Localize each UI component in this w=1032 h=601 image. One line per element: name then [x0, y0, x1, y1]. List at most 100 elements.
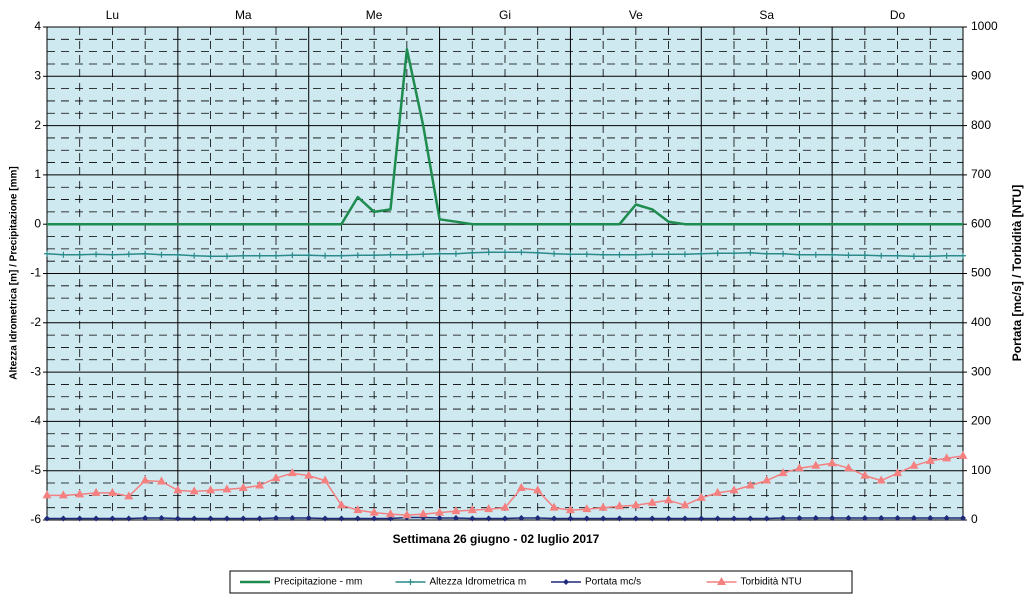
marker	[551, 250, 558, 257]
marker	[600, 515, 607, 522]
marker	[665, 251, 672, 258]
legend-label: Precipitazione - mm	[274, 577, 362, 588]
marker	[778, 468, 788, 477]
marker	[142, 250, 149, 257]
marker	[403, 251, 410, 258]
marker	[565, 505, 575, 514]
x-category-label: Do	[890, 8, 906, 22]
marker	[240, 252, 247, 259]
marker	[289, 252, 296, 259]
legend-label: Portata mc/s	[585, 577, 641, 588]
marker	[125, 251, 132, 258]
marker	[615, 501, 624, 510]
marker	[354, 252, 361, 259]
marker	[60, 515, 67, 522]
marker	[124, 491, 134, 500]
marker	[223, 253, 230, 260]
marker	[76, 251, 83, 258]
marker	[909, 460, 919, 469]
marker	[207, 253, 214, 260]
marker	[407, 579, 414, 585]
x-category-label: Ve	[629, 8, 643, 22]
marker	[534, 515, 541, 522]
marker	[320, 475, 330, 484]
marker	[485, 515, 492, 522]
marker	[435, 507, 445, 516]
marker	[829, 251, 836, 258]
marker	[322, 252, 329, 259]
marker	[796, 251, 803, 258]
x-axis-label: Settimana 26 giugno - 02 luglio 2017	[393, 532, 600, 546]
marker	[796, 515, 803, 522]
y-tick-label: -2	[30, 315, 41, 329]
marker	[943, 515, 950, 522]
marker	[549, 502, 559, 511]
y-tick-label: -4	[30, 414, 41, 428]
marker	[845, 252, 852, 259]
marker	[58, 490, 68, 499]
marker	[910, 515, 917, 522]
marker	[502, 249, 508, 256]
marker	[452, 515, 459, 522]
marker	[665, 515, 672, 522]
marker	[958, 450, 968, 459]
marker	[191, 252, 198, 259]
marker	[240, 515, 247, 522]
marker	[189, 486, 199, 495]
marker	[518, 249, 525, 256]
legend-label: Altezza Idrometrica m	[430, 577, 527, 588]
marker	[467, 505, 477, 514]
y-tick-label: -1	[30, 266, 41, 280]
marker	[255, 480, 265, 489]
marker	[763, 515, 770, 522]
marker	[353, 505, 363, 514]
marker	[893, 468, 903, 477]
marker	[484, 504, 494, 513]
marker	[287, 468, 297, 477]
y2-tick-label: 500	[971, 266, 991, 280]
marker	[191, 515, 198, 522]
y2-axis-label: Portata [mc/s] / Torbidità [NTU]	[1010, 185, 1024, 361]
y-tick-label: 3	[34, 68, 41, 82]
marker	[238, 482, 248, 491]
marker	[125, 515, 132, 522]
x-category-label: Me	[366, 8, 383, 22]
marker	[649, 515, 656, 522]
marker	[338, 252, 345, 259]
marker	[516, 482, 526, 491]
marker	[844, 463, 853, 472]
x-category-label: Gi	[499, 8, 511, 22]
marker	[860, 470, 870, 479]
marker	[747, 515, 754, 522]
marker	[943, 252, 950, 259]
marker	[616, 515, 623, 522]
marker	[845, 515, 852, 522]
marker	[174, 251, 181, 258]
marker	[402, 510, 412, 519]
marker	[780, 250, 787, 257]
marker	[223, 515, 230, 522]
marker	[583, 251, 590, 258]
marker	[305, 515, 312, 522]
marker	[731, 515, 737, 522]
marker	[714, 250, 721, 257]
marker	[256, 515, 263, 522]
marker	[731, 250, 737, 257]
marker	[271, 473, 281, 482]
y2-tick-label: 1000	[971, 19, 998, 33]
marker	[647, 497, 657, 506]
marker	[763, 250, 770, 257]
marker	[582, 504, 592, 513]
marker	[157, 476, 166, 485]
marker	[664, 495, 674, 504]
marker	[861, 515, 868, 522]
marker	[632, 515, 639, 522]
marker	[142, 515, 149, 522]
marker	[714, 515, 721, 522]
marker	[109, 515, 116, 522]
series-line	[47, 47, 963, 226]
marker	[567, 515, 574, 522]
y-tick-label: 2	[34, 118, 41, 132]
marker	[698, 515, 705, 522]
marker	[371, 252, 378, 259]
